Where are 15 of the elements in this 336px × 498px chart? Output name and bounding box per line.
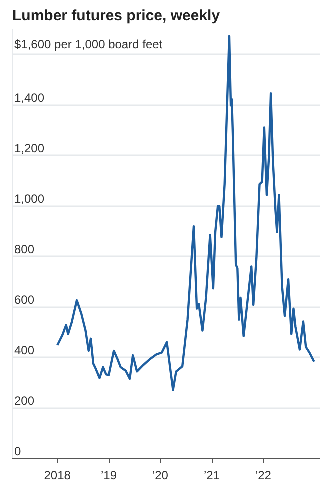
x-tick-label: ’21 [204, 468, 220, 482]
chart-title: Lumber futures price, weekly [12, 8, 221, 24]
y-tick-label: 1,200 [14, 142, 45, 156]
y-tick-label: 800 [14, 242, 35, 257]
y-tick-label: 0 [14, 444, 22, 458]
y-tick-label: 1,400 [14, 91, 45, 106]
y-tick-label: 200 [14, 394, 35, 408]
y-tick-label: 600 [14, 293, 35, 308]
y-tick-label: 1,000 [14, 192, 45, 206]
x-tick-label: 2018 [44, 468, 72, 482]
x-tick-label: ’22 [255, 468, 272, 482]
x-tick-label: ’20 [152, 468, 169, 482]
y-tick-label: $1,600 per 1,000 board feet [14, 38, 164, 52]
y-tick-label: 400 [14, 344, 35, 358]
x-tick-label: ’19 [101, 468, 118, 482]
